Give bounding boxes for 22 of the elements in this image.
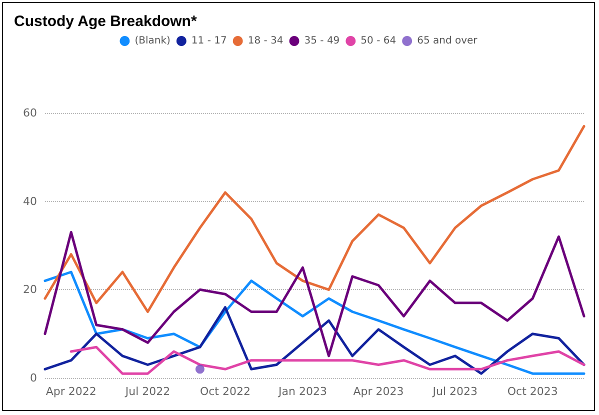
x-tick-label: Jul 2022 [124, 385, 170, 398]
x-tick-label: Apr 2023 [353, 385, 404, 398]
legend-label: (Blank) [134, 36, 171, 46]
y-tick-label: 40 [23, 194, 37, 208]
legend-label: 11 - 17 [191, 36, 227, 46]
y-tick-label: 60 [23, 106, 37, 120]
legend-label: 65 and over [417, 36, 478, 46]
line-series [44, 306, 586, 375]
chart-title: Custody Age Breakdown* [14, 13, 197, 30]
y-tick-label: 0 [30, 372, 37, 384]
x-tick-label: Oct 2023 [507, 385, 558, 398]
x-tick-label: Apr 2022 [46, 385, 96, 398]
x-tick-label: Jan 2023 [277, 385, 327, 398]
line-series [70, 346, 586, 375]
x-tick-label: Jul 2023 [432, 385, 478, 398]
x-tick-label: Oct 2022 [200, 385, 250, 398]
y-tick-label: 20 [23, 283, 37, 296]
line-series [44, 125, 586, 313]
legend-label: 35 - 49 [304, 36, 340, 46]
legend-label: 50 - 64 [360, 36, 396, 46]
line-series [44, 231, 586, 358]
legend-label: 18 - 34 [248, 36, 284, 46]
